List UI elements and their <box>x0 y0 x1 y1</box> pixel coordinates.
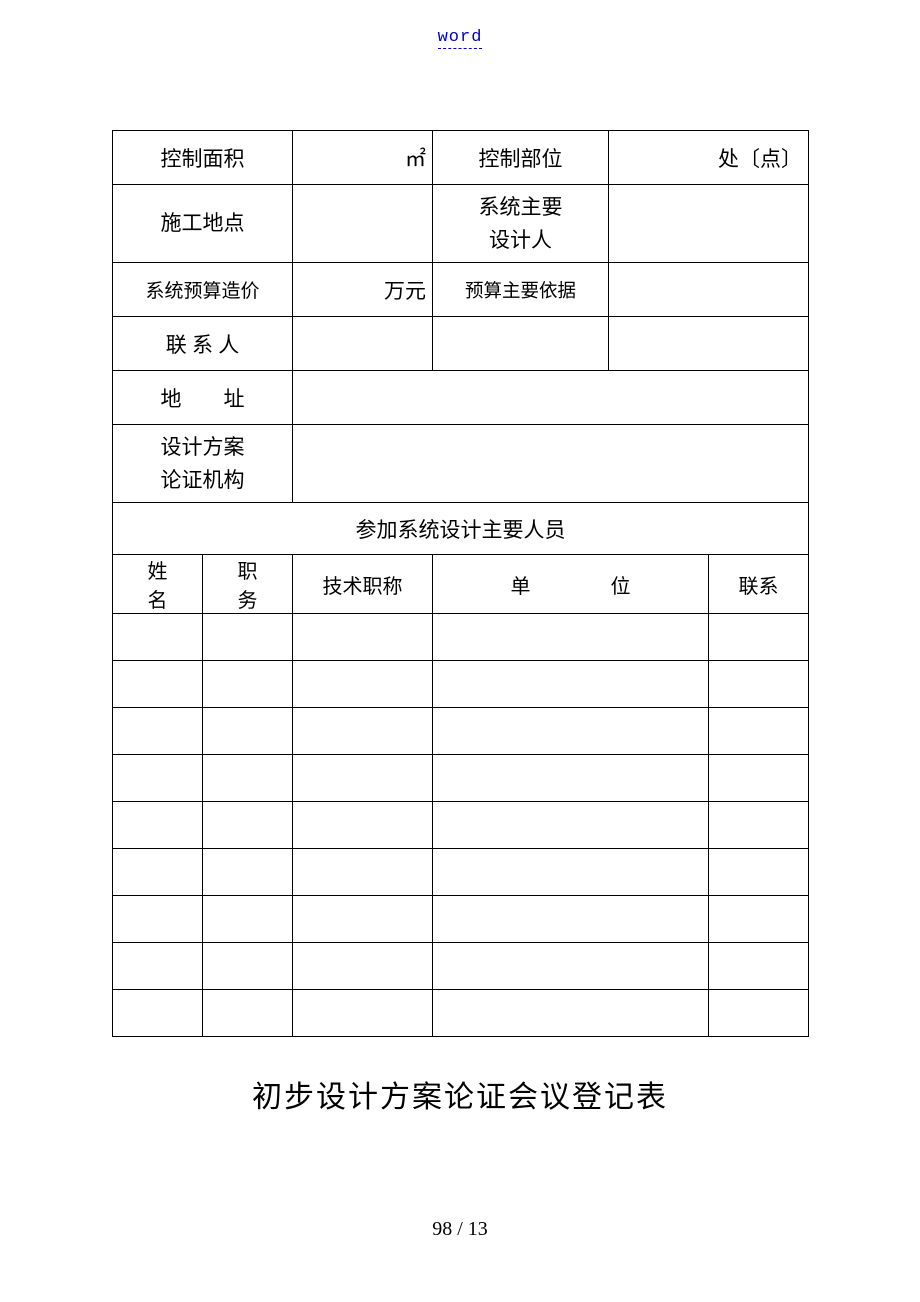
label-budget: 系统预算造价 <box>113 263 293 317</box>
label-review-org: 设计方案 论证机构 <box>113 425 293 503</box>
page-total: 13 <box>468 1218 488 1240</box>
label-main-designer: 系统主要 设计人 <box>433 185 609 263</box>
page-footer: 98 / 13 <box>0 1218 920 1241</box>
col-duty: 职 务 <box>203 555 293 614</box>
value-contact <box>293 317 433 371</box>
col-title: 技术职称 <box>293 555 433 614</box>
label-contact-extra <box>433 317 609 371</box>
table-row <box>113 661 203 708</box>
label-budget-basis: 预算主要依据 <box>433 263 609 317</box>
table-row <box>113 708 203 755</box>
label-control-area: 控制面积 <box>113 131 293 185</box>
value-budget: 万元 <box>293 263 433 317</box>
col-contact: 联系 <box>709 555 809 614</box>
value-review-org <box>293 425 809 503</box>
label-review-org-l1: 设计方案 <box>161 435 245 459</box>
table-row <box>113 755 203 802</box>
page-sep: / <box>452 1218 468 1240</box>
value-budget-basis <box>609 263 809 317</box>
page-number: 98 <box>432 1218 452 1240</box>
label-main-designer-l1: 系统主要 <box>479 195 563 219</box>
label-control-part: 控制部位 <box>433 131 609 185</box>
table-row <box>113 896 203 943</box>
header-link-text[interactable]: word <box>438 28 483 49</box>
value-control-area: ㎡ <box>293 131 433 185</box>
value-control-part: 处〔点〕 <box>609 131 809 185</box>
col-unit: 单 位 <box>433 555 709 614</box>
table-row <box>113 990 203 1037</box>
table-row <box>113 849 203 896</box>
label-main-designer-l2: 设计人 <box>489 228 552 252</box>
value-main-designer <box>609 185 809 263</box>
value-construction-site <box>293 185 433 263</box>
label-address: 地 址 <box>113 371 293 425</box>
value-contact-extra <box>609 317 809 371</box>
label-construction-site: 施工地点 <box>113 185 293 263</box>
section-title: 参加系统设计主要人员 <box>113 503 809 555</box>
label-contact: 联 系 人 <box>113 317 293 371</box>
form-table: 控制面积 ㎡ 控制部位 处〔点〕 施工地点 系统主要 设计人 系统预算造价 万元… <box>112 130 808 1037</box>
label-review-org-l2: 论证机构 <box>161 468 245 492</box>
value-address <box>293 371 809 425</box>
page-title: 初步设计方案论证会议登记表 <box>0 1072 920 1116</box>
header-link: word <box>0 28 920 47</box>
table-row <box>113 802 203 849</box>
table-row <box>113 614 203 661</box>
col-name: 姓 名 <box>113 555 203 614</box>
table-row <box>113 943 203 990</box>
